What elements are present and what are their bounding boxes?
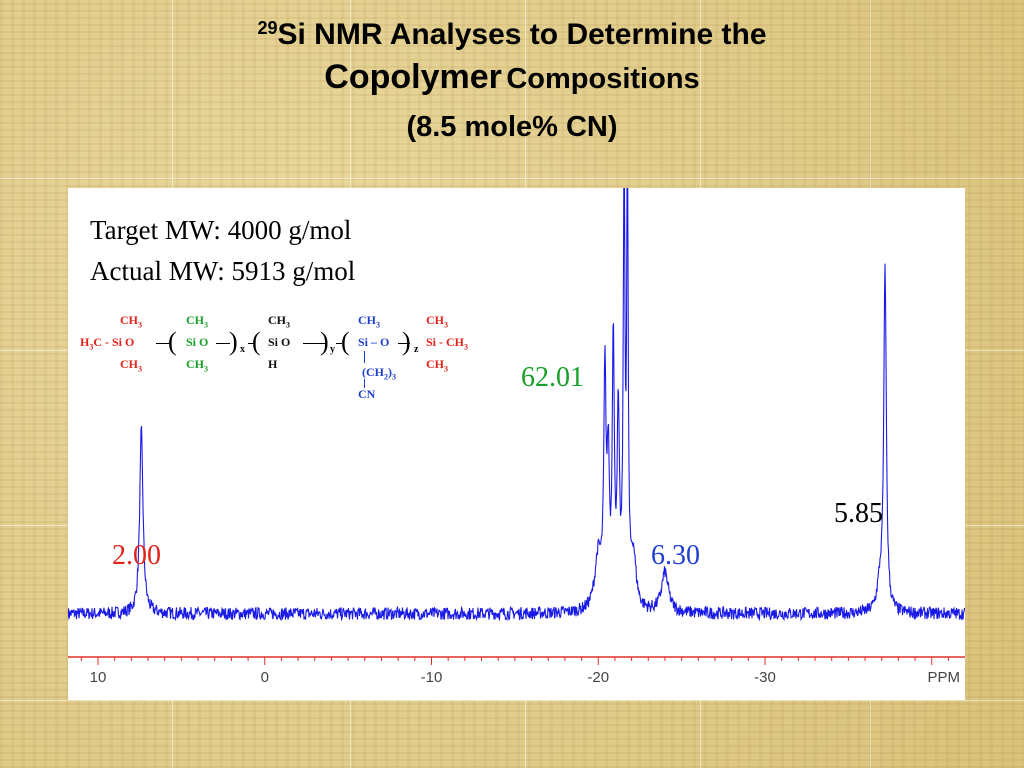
paren-open-x: (	[168, 327, 177, 356]
x-tick-label: -20	[587, 669, 609, 686]
struct-y-ch3: CH3	[268, 313, 290, 330]
bond	[364, 379, 365, 388]
nmr-spectrum-chart: 10 0 -10 -20 -30 PPM	[68, 188, 965, 686]
paren-close-x: )	[229, 327, 238, 356]
x-tick-label: 10	[90, 669, 107, 686]
nmr-plot-panel: 10 0 -10 -20 -30 PPM	[68, 188, 965, 700]
title-line3: (8.5 mole% CN)	[406, 111, 618, 143]
x-axis-unit-label: PPM	[927, 669, 960, 686]
subscript-y: y	[330, 344, 335, 355]
integral-label-end-group: 2.00	[112, 540, 161, 571]
struct-z-si-o: Si – O	[358, 335, 390, 349]
integral-label-y-unit: 5.85	[834, 498, 883, 529]
bond	[364, 351, 365, 363]
struct-z-ch3: CH3	[358, 313, 380, 330]
title-compositions: Compositions	[506, 63, 700, 95]
x-tick-label: -10	[421, 669, 443, 686]
paren-close-z: )	[402, 327, 411, 356]
struct-ch3-top-left: CH3	[120, 313, 142, 330]
series-spectrum-line	[68, 188, 965, 622]
bond	[336, 343, 342, 344]
slide-gridline	[0, 700, 1024, 701]
bond	[156, 343, 170, 344]
x-tick-label: -30	[754, 669, 776, 686]
paren-open-z: (	[341, 327, 350, 356]
struct-x-si-o: Si O	[186, 335, 209, 349]
struct-x-ch3-bottom: CH3	[186, 357, 208, 374]
title-copolymer: Copolymer	[324, 58, 502, 96]
struct-x-ch3-top: CH3	[186, 313, 208, 330]
actual-mw-text: Actual MW: 5913 g/mol	[90, 256, 356, 286]
subscript-x: x	[240, 344, 245, 355]
subscript-z: z	[414, 344, 419, 355]
x-tick-label: 0	[261, 669, 269, 686]
paren-open-y: (	[252, 327, 261, 356]
struct-ch3-bottom-right: CH3	[426, 357, 448, 374]
target-mw-text: Target MW: 4000 g/mol	[90, 215, 352, 245]
struct-y-h: H	[268, 357, 278, 371]
bond	[303, 343, 325, 344]
bond	[216, 343, 230, 344]
integral-label-z-unit: 6.30	[651, 540, 700, 571]
struct-h3c-si: H3C - Si O	[80, 335, 135, 352]
struct-ch3-bottom-left: CH3	[120, 357, 142, 374]
slide-title: 29Si NMR Analyses to Determine the Copol…	[0, 8, 1024, 148]
paren-close-y: )	[320, 327, 329, 356]
integral-label-x-unit: 62.01	[521, 362, 584, 393]
title-superscript: 29	[257, 18, 278, 38]
bond	[248, 343, 254, 344]
slide-gridline	[0, 178, 1024, 179]
struct-y-si-o: Si O	[268, 335, 291, 349]
x-axis: 10 0 -10 -20 -30 PPM	[68, 656, 965, 686]
struct-z-ch2: (CH2)3	[362, 365, 396, 382]
title-line1: Si NMR Analyses to Determine the	[277, 18, 767, 51]
struct-z-cn: CN	[358, 387, 376, 401]
struct-ch3-top-right: CH3	[426, 313, 448, 330]
struct-si-ch3-right: Si - CH3	[426, 335, 469, 352]
bond	[398, 343, 410, 344]
